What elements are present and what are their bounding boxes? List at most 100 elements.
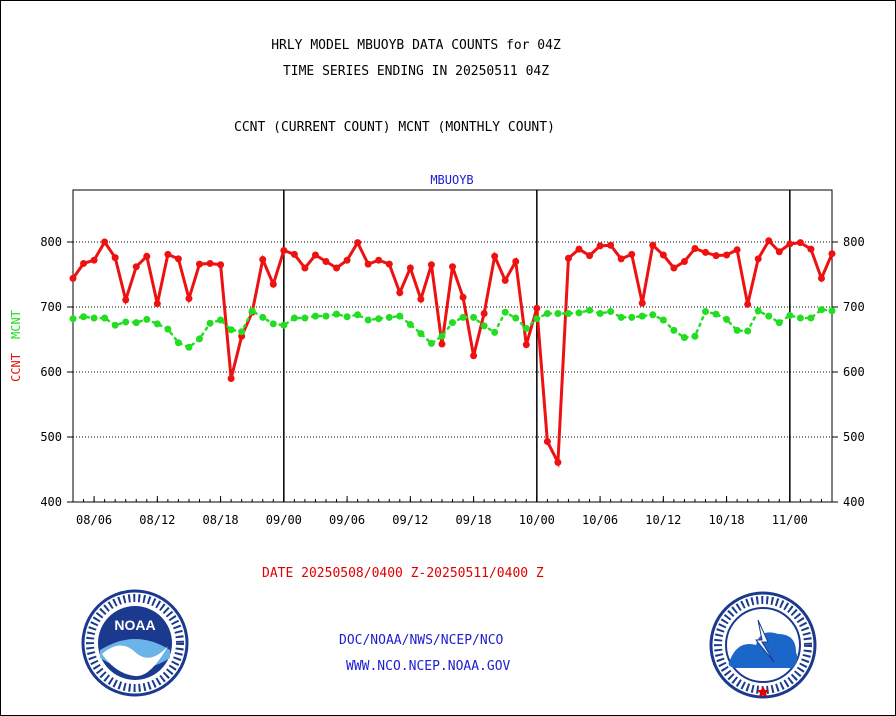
data-point-mcnt bbox=[596, 310, 604, 317]
data-point-mcnt bbox=[586, 306, 594, 314]
data-point-ccnt bbox=[80, 259, 88, 267]
data-point-mcnt bbox=[406, 321, 414, 329]
chart-title-line-1: HRLY MODEL MBUOYB DATA COUNTS for 04Z bbox=[271, 38, 561, 53]
data-point-mcnt bbox=[480, 322, 488, 330]
data-point-ccnt bbox=[364, 260, 372, 268]
y-axis-label: CCNT MCNT bbox=[9, 310, 23, 382]
data-point-ccnt bbox=[375, 256, 383, 264]
y-tick-label-right: 400 bbox=[843, 495, 865, 509]
data-point-mcnt bbox=[817, 306, 825, 314]
data-point-ccnt bbox=[259, 256, 267, 264]
data-point-mcnt bbox=[775, 319, 783, 327]
data-point-mcnt bbox=[649, 311, 657, 319]
data-point-mcnt bbox=[744, 327, 752, 335]
data-point-mcnt bbox=[659, 316, 667, 324]
data-point-ccnt bbox=[607, 241, 615, 249]
data-point-mcnt bbox=[174, 339, 182, 347]
x-tick-label: 09/06 bbox=[329, 513, 365, 527]
footer-website: WWW.NCO.NCEP.NOAA.GOV bbox=[346, 659, 511, 674]
data-point-ccnt bbox=[543, 438, 551, 446]
data-point-ccnt bbox=[702, 248, 709, 256]
data-point-mcnt bbox=[712, 310, 720, 318]
data-point-ccnt bbox=[164, 250, 172, 258]
data-point-ccnt bbox=[196, 260, 203, 268]
data-point-ccnt bbox=[691, 245, 699, 252]
data-point-mcnt bbox=[238, 328, 246, 336]
data-point-ccnt bbox=[807, 245, 815, 253]
data-point-ccnt bbox=[227, 375, 235, 382]
chart-title-line-2: TIME SERIES ENDING IN 20250511 04Z bbox=[282, 64, 550, 79]
data-point-mcnt bbox=[196, 335, 203, 343]
data-point-mcnt bbox=[111, 321, 119, 329]
data-point-mcnt bbox=[153, 320, 161, 328]
y-tick-label-left: 700 bbox=[40, 300, 62, 314]
data-point-ccnt bbox=[417, 295, 425, 303]
data-point-ccnt bbox=[723, 251, 731, 259]
data-point-mcnt bbox=[385, 313, 393, 321]
data-point-mcnt bbox=[259, 313, 267, 321]
data-point-ccnt bbox=[480, 310, 488, 317]
data-point-ccnt bbox=[343, 256, 351, 264]
x-tick-label: 10/00 bbox=[519, 513, 555, 527]
data-point-mcnt bbox=[638, 312, 646, 320]
data-point-ccnt bbox=[217, 261, 225, 269]
data-point-mcnt bbox=[512, 314, 520, 322]
data-point-mcnt bbox=[269, 320, 277, 328]
data-point-ccnt bbox=[638, 299, 646, 307]
x-tick-label: 10/18 bbox=[709, 513, 745, 527]
data-point-mcnt bbox=[375, 315, 383, 323]
data-point-ccnt bbox=[69, 274, 77, 282]
series bbox=[69, 237, 836, 469]
data-point-ccnt bbox=[269, 280, 277, 288]
data-point-mcnt bbox=[206, 319, 214, 327]
y-tick-label-right: 500 bbox=[843, 430, 865, 444]
axes: 400 400 500 500 600 600 700 700 800 800 08/06 08/12… bbox=[40, 235, 864, 527]
data-point-mcnt bbox=[828, 307, 836, 315]
data-point-mcnt bbox=[343, 313, 351, 321]
data-point-mcnt bbox=[132, 319, 140, 327]
data-point-mcnt bbox=[280, 321, 288, 329]
data-point-ccnt bbox=[596, 242, 604, 250]
chart-title-line-3: CCNT (CURRENT COUNT) MCNT (MONTHLY COUNT… bbox=[234, 120, 555, 135]
data-point-ccnt bbox=[744, 300, 752, 308]
data-point-ccnt bbox=[564, 254, 572, 262]
x-tick-label: 11/00 bbox=[772, 513, 808, 527]
x-tick-label: 10/06 bbox=[582, 513, 618, 527]
data-point-ccnt bbox=[459, 293, 467, 301]
data-point-ccnt bbox=[512, 258, 520, 265]
data-point-ccnt bbox=[301, 264, 309, 272]
y-tick-label-right: 800 bbox=[843, 235, 865, 249]
data-point-mcnt bbox=[248, 307, 256, 315]
y-tick-label-left: 400 bbox=[40, 495, 62, 509]
y-tick-label-left: 600 bbox=[40, 365, 62, 379]
data-point-ccnt bbox=[153, 300, 161, 308]
data-point-mcnt bbox=[217, 316, 225, 324]
data-point-ccnt bbox=[586, 252, 594, 260]
data-point-ccnt bbox=[427, 261, 435, 269]
data-point-mcnt bbox=[227, 326, 235, 334]
data-point-mcnt bbox=[69, 315, 77, 323]
data-point-ccnt bbox=[796, 239, 804, 247]
noaa-logo-text: NOAA bbox=[114, 617, 155, 633]
data-point-ccnt bbox=[101, 238, 109, 246]
data-point-ccnt bbox=[765, 237, 773, 245]
data-point-ccnt bbox=[122, 296, 130, 304]
data-point-mcnt bbox=[449, 319, 456, 327]
data-point-mcnt bbox=[101, 314, 109, 322]
x-tick-label: 08/12 bbox=[139, 513, 175, 527]
data-point-ccnt bbox=[174, 255, 182, 263]
data-point-ccnt bbox=[775, 248, 783, 256]
data-point-mcnt bbox=[301, 314, 309, 322]
data-point-mcnt bbox=[501, 308, 509, 316]
data-point-mcnt bbox=[607, 308, 615, 316]
data-point-mcnt bbox=[628, 313, 636, 321]
data-point-mcnt bbox=[617, 313, 625, 321]
data-point-mcnt bbox=[322, 312, 330, 320]
data-point-mcnt bbox=[438, 332, 446, 340]
data-point-mcnt bbox=[522, 324, 530, 332]
data-point-mcnt bbox=[364, 316, 372, 324]
data-point-ccnt bbox=[501, 276, 509, 284]
x-tick-label: 09/18 bbox=[456, 513, 492, 527]
data-point-ccnt bbox=[828, 250, 836, 258]
